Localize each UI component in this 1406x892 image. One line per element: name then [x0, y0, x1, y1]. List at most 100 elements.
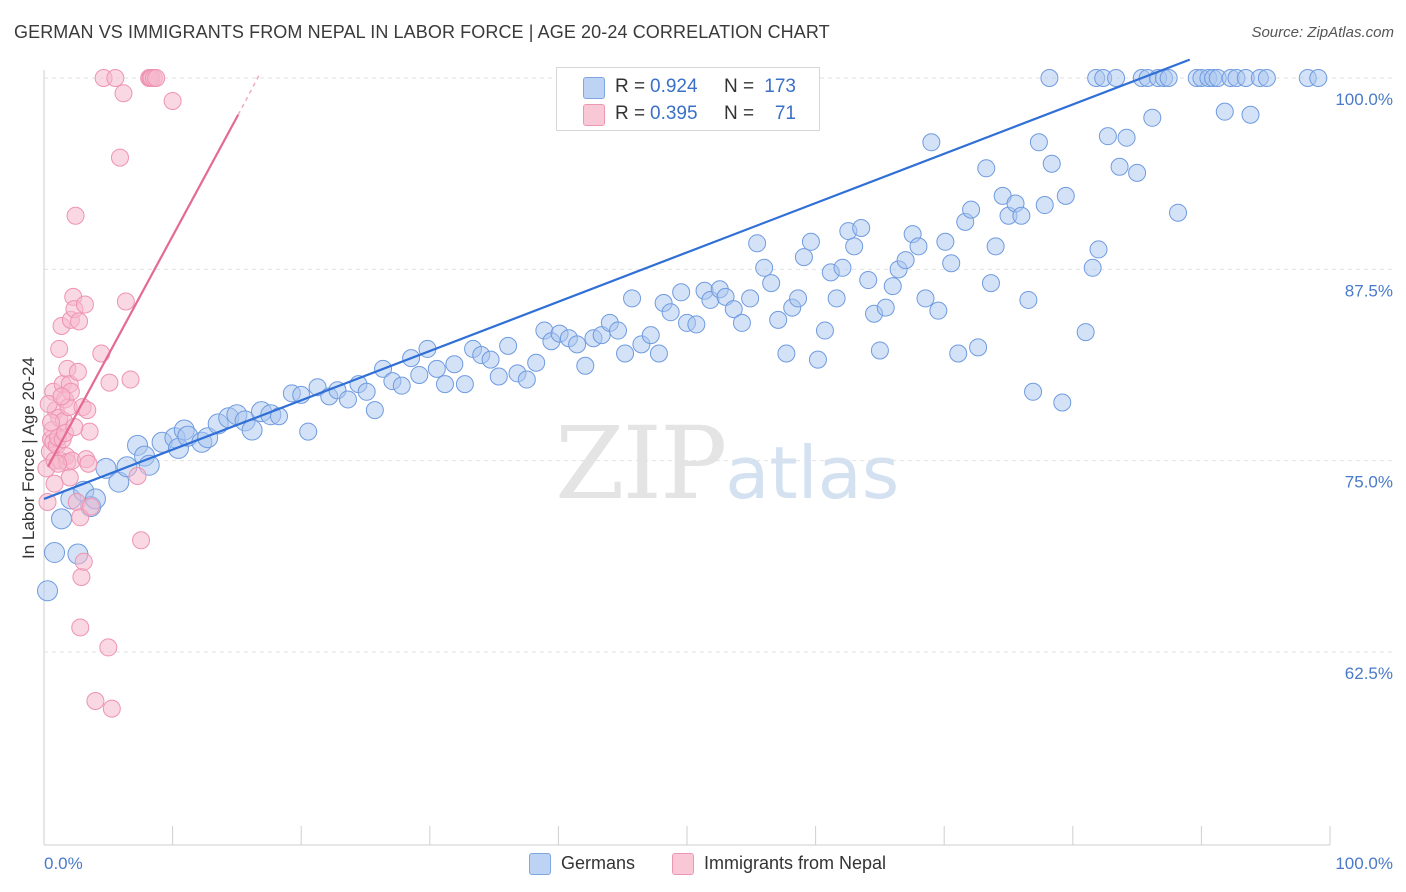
data-point-germans: [661, 303, 680, 322]
data-point-germans: [1089, 240, 1108, 259]
data-point-germans: [1076, 323, 1095, 342]
data-point-nepal: [80, 422, 99, 441]
trend-lines: [43, 58, 1191, 500]
data-point-germans: [922, 133, 941, 152]
data-point-nepal: [60, 468, 79, 487]
data-point-germans: [1215, 102, 1234, 121]
data-point-germans: [789, 289, 808, 308]
data-point-germans: [969, 338, 988, 357]
source-credit: Source: ZipAtlas.com: [1251, 24, 1394, 41]
data-point-germans: [808, 350, 827, 369]
zipatlas-watermark: ZIPatlas: [555, 405, 899, 522]
series-germans: [37, 69, 1328, 602]
data-point-germans: [445, 355, 464, 374]
data-point-germans: [1143, 108, 1162, 127]
data-point-nepal: [66, 206, 85, 225]
data-point-nepal: [99, 638, 118, 657]
data-point-nepal: [79, 454, 98, 473]
data-point-germans: [357, 382, 376, 401]
data-point-germans: [1169, 203, 1188, 222]
legend-r-label: R =: [615, 103, 646, 124]
data-point-germans: [942, 254, 961, 273]
data-point-germans: [1042, 154, 1061, 173]
data-point-germans: [37, 580, 59, 602]
data-point-germans: [616, 344, 635, 363]
legend-swatch-germans: [529, 853, 551, 875]
data-point-germans: [936, 232, 955, 251]
data-point-germans: [833, 258, 852, 277]
legend-swatch-germans: [583, 77, 605, 99]
data-point-nepal: [86, 691, 105, 710]
data-point-nepal: [114, 84, 133, 103]
y-axis-title: In Labor Force | Age 20-24: [19, 357, 38, 559]
data-point-germans: [929, 301, 948, 320]
data-point-germans: [1053, 393, 1072, 412]
x-tick-label-max: 100.0%: [1335, 854, 1393, 873]
data-point-nepal: [50, 339, 69, 358]
data-point-germans: [777, 344, 796, 363]
data-point-nepal: [132, 531, 151, 550]
watermark-zip: ZIP: [555, 405, 727, 522]
legend-label-nepal: Immigrants from Nepal: [704, 853, 887, 873]
data-point-germans: [876, 298, 895, 317]
data-point-germans: [1083, 258, 1102, 277]
data-point-nepal: [52, 387, 71, 406]
y-tick-label: 75.0%: [1345, 473, 1393, 492]
data-point-nepal: [102, 699, 121, 718]
data-point-nepal: [121, 370, 140, 389]
data-point-nepal: [147, 69, 166, 87]
data-point-nepal: [38, 492, 57, 511]
data-point-germans: [1309, 69, 1328, 87]
data-point-germans: [609, 321, 628, 340]
data-point-nepal: [100, 373, 119, 392]
data-point-germans: [365, 401, 384, 420]
data-point-germans: [883, 277, 902, 296]
data-point-germans: [527, 353, 546, 372]
data-point-germans: [724, 300, 743, 319]
data-point-germans: [909, 237, 928, 256]
data-point-nepal: [106, 69, 125, 87]
data-point-nepal: [74, 552, 93, 571]
legend-r-value: 0.924: [650, 76, 698, 97]
data-point-germans: [44, 542, 66, 564]
data-point-germans: [392, 376, 411, 395]
legend-r-label: R =: [615, 76, 646, 97]
data-point-germans: [576, 356, 595, 375]
data-point-germans: [641, 326, 660, 345]
data-point-germans: [949, 344, 968, 363]
data-point-germans: [741, 289, 760, 308]
data-point-nepal: [116, 292, 135, 311]
data-point-germans: [481, 350, 500, 369]
data-point-nepal: [68, 362, 87, 381]
legend-swatch-nepal: [583, 104, 605, 126]
data-point-germans: [1035, 196, 1054, 215]
data-point-nepal: [71, 508, 90, 527]
data-point-nepal: [70, 312, 89, 331]
data-point-germans: [1056, 186, 1075, 205]
trend-line-germans: [43, 58, 1191, 500]
data-point-nepal: [71, 618, 90, 637]
data-point-germans: [672, 283, 691, 302]
trend-line-nepal: [46, 114, 240, 468]
data-point-germans: [755, 258, 774, 277]
data-point-germans: [815, 321, 834, 340]
y-tick-labels: 62.5% 75.0% 87.5% 100.0%: [1335, 90, 1393, 683]
data-point-germans: [1012, 206, 1031, 225]
data-point-germans: [455, 375, 474, 394]
data-point-germans: [241, 419, 263, 441]
series-legend: Germans Immigrants from Nepal: [0, 852, 1406, 878]
legend-n-label: N =: [724, 103, 755, 124]
x-axis-ticks: [43, 826, 1331, 845]
legend-row-germans: R = 0.924 N = 173: [557, 74, 819, 100]
data-point-germans: [338, 390, 357, 409]
data-point-germans: [499, 336, 518, 355]
legend-swatch-nepal: [672, 853, 694, 875]
watermark-atlas: atlas: [725, 431, 900, 515]
data-point-germans: [769, 310, 788, 329]
grid-lines: [44, 77, 1392, 653]
data-point-germans: [568, 335, 587, 354]
chart-title: GERMAN VS IMMIGRANTS FROM NEPAL IN LABOR…: [14, 22, 830, 42]
data-point-nepal: [45, 474, 64, 493]
data-point-germans: [1117, 128, 1136, 147]
data-point-germans: [517, 370, 536, 389]
